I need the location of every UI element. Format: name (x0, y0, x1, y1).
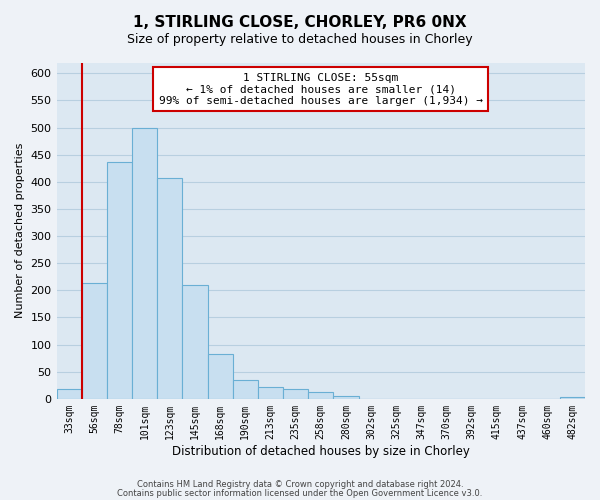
Bar (107, 162, 132, 399)
Bar (560, 397, 585, 399)
Bar (334, 396, 359, 399)
Bar (283, 389, 308, 399)
Text: Contains HM Land Registry data © Crown copyright and database right 2024.: Contains HM Land Registry data © Crown c… (137, 480, 463, 489)
Bar (132, 128, 157, 399)
Bar (182, 285, 208, 399)
Bar (208, 354, 233, 399)
Bar (233, 380, 258, 399)
Bar (82, 284, 107, 399)
Bar (308, 392, 334, 399)
Y-axis label: Number of detached properties: Number of detached properties (15, 143, 25, 318)
Text: Size of property relative to detached houses in Chorley: Size of property relative to detached ho… (127, 32, 473, 46)
Text: 1 STIRLING CLOSE: 55sqm
← 1% of detached houses are smaller (14)
99% of semi-det: 1 STIRLING CLOSE: 55sqm ← 1% of detached… (159, 72, 483, 106)
Text: 1, STIRLING CLOSE, CHORLEY, PR6 0NX: 1, STIRLING CLOSE, CHORLEY, PR6 0NX (133, 15, 467, 30)
Bar (157, 178, 182, 399)
X-axis label: Distribution of detached houses by size in Chorley: Distribution of detached houses by size … (172, 444, 470, 458)
Text: Contains public sector information licensed under the Open Government Licence v3: Contains public sector information licen… (118, 488, 482, 498)
Bar (56, 389, 82, 399)
Bar (258, 387, 283, 399)
